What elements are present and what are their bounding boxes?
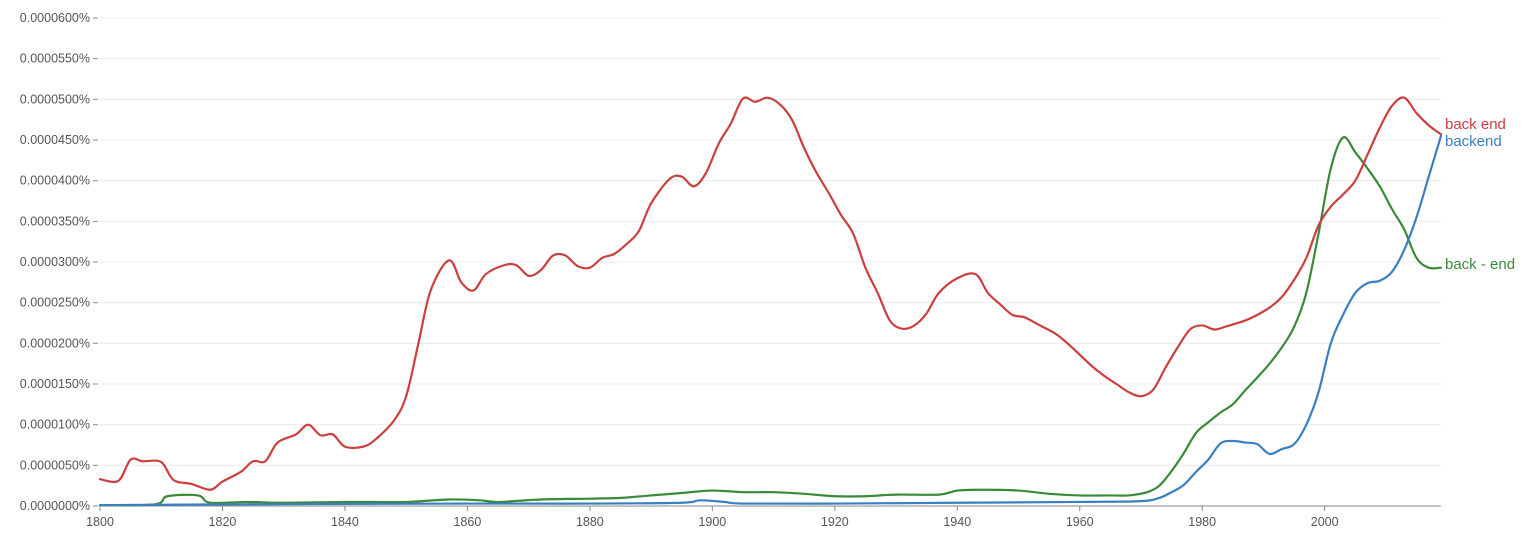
series-line-back-end	[98, 136, 1443, 507]
series-lines	[98, 96, 1443, 507]
series-label-backend: backend	[1445, 133, 1502, 150]
x-tick-label: 1800	[86, 515, 114, 529]
y-tick-label: 0.0000250%	[20, 296, 90, 310]
y-tick-label: 0.0000300%	[20, 255, 90, 269]
y-tick-label: 0.0000350%	[20, 214, 90, 228]
y-tick-label: 0.0000050%	[20, 458, 90, 472]
y-tick-label: 0.0000600%	[20, 11, 90, 25]
y-tick-label: 0.0000450%	[20, 133, 90, 147]
y-tick-label: 0.0000400%	[20, 174, 90, 188]
x-tick-label: 1880	[576, 515, 604, 529]
y-tick-label: 0.0000100%	[20, 418, 90, 432]
x-tick-label: 1920	[821, 515, 849, 529]
y-tick-label: 0.0000500%	[20, 92, 90, 106]
x-tick-label: 1960	[1066, 515, 1094, 529]
x-axis: 1800 1820 1840 1860 1880 1900 1920 1940 1960 1980…	[86, 505, 1441, 529]
x-tick-label: 1820	[209, 515, 237, 529]
y-tick-label: 0.0000200%	[20, 336, 90, 350]
series-line-backend	[98, 134, 1443, 507]
x-tick-label: 1860	[453, 515, 481, 529]
y-tick-label: 0.0000550%	[20, 52, 90, 66]
x-tick-label: 1940	[943, 515, 971, 529]
y-tick-label: 0.0000000%	[20, 499, 90, 513]
x-tick-label: 2000	[1311, 515, 1339, 529]
y-axis: 0.0000000% 0.0000050% 0.0000100% 0.0000150%…	[20, 11, 98, 513]
x-tick-label: 1980	[1188, 515, 1216, 529]
series-label-back-end: back - end	[1445, 256, 1515, 273]
y-tick-label: 0.0000150%	[20, 377, 90, 391]
x-tick-label: 1900	[698, 515, 726, 529]
series-label-back-end: back end	[1445, 116, 1506, 133]
series-line-back-end	[98, 96, 1443, 491]
x-tick-label: 1840	[331, 515, 359, 529]
grid-lines	[100, 17, 1441, 466]
